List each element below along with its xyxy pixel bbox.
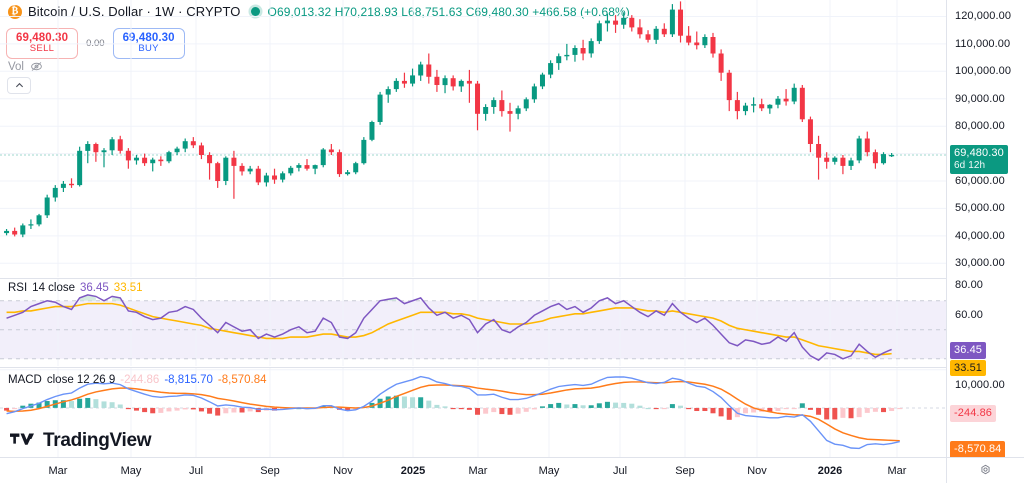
price-axis[interactable]: 120,000.00 110,000.00 100,000.00 90,000.00 8… <box>946 0 1024 469</box>
rsi-params: 14 close <box>32 282 76 294</box>
rsi-axis-label: 80.00 <box>955 279 984 292</box>
time-axis-label: Mar <box>468 465 488 477</box>
rsi-ma-value-tag[interactable]: 33.51 <box>950 359 987 377</box>
time-axis-label: Jul <box>188 465 204 477</box>
time-axis-label: Jul <box>612 465 628 477</box>
rsi-value: 36.45 <box>80 282 109 294</box>
macd-hist-value: -244.86 <box>120 374 160 386</box>
current-price-tag[interactable]: 69,480.30 6d 12h <box>950 145 1008 174</box>
time-axis-label: Mar <box>887 465 907 477</box>
price-axis-label: 120,000.00 <box>955 10 1012 23</box>
close-label: C <box>465 4 475 19</box>
time-axis[interactable]: Mar May Jul Sep Nov 2025 Mar May Jul Sep Nov 2026 Ma… <box>0 457 1024 483</box>
bar-countdown: 6d 12h <box>954 159 986 171</box>
gear-icon[interactable] <box>979 464 992 477</box>
eye-off-icon[interactable] <box>30 60 43 73</box>
low-label: L <box>401 4 408 19</box>
volume-legend[interactable]: Vol <box>8 60 43 73</box>
low-value: 68,751.63 <box>407 4 463 19</box>
collapse-pane-button[interactable] <box>7 77 31 94</box>
price-axis-label: 60,000.00 <box>955 175 1005 187</box>
close-value: 69,480.30 <box>474 4 529 19</box>
change-value: +466.58 (+0.68%) <box>532 4 630 19</box>
macd-signal-value: -8,570.84 <box>217 374 267 386</box>
time-axis-label: Nov <box>747 465 767 477</box>
time-axis-label: Sep <box>675 465 695 477</box>
time-axis-label: 2026 <box>817 465 843 477</box>
price-axis-label: 80,000.00 <box>955 120 1005 133</box>
symbol-legend[interactable]: ₿ Bitcoin / U.S. Dollar · 1W · CRYPTO O6… <box>8 4 630 19</box>
chart-settings-corner[interactable] <box>946 457 1024 483</box>
tradingview-mark-icon <box>10 433 34 445</box>
price-chart-pane[interactable] <box>0 0 946 277</box>
macd-axis-label: 10,000.00 <box>955 379 1005 391</box>
symbol-title[interactable]: Bitcoin / U.S. Dollar · 1W · CRYPTO <box>28 4 241 19</box>
rsi-legend[interactable]: RSI 14 close 36.45 33.51 <box>8 282 143 294</box>
time-axis-label: May <box>120 465 142 477</box>
price-axis-label: 90,000.00 <box>955 92 1005 105</box>
time-axis-label: 2025 <box>400 465 426 477</box>
macd-chart-pane[interactable] <box>0 367 946 457</box>
current-price-value: 69,480.30 <box>954 147 1004 159</box>
open-value: 69,013.32 <box>276 4 332 19</box>
price-axis-label: 40,000.00 <box>955 229 1005 242</box>
rsi-name: RSI <box>8 282 28 294</box>
price-axis-label: 30,000.00 <box>955 257 1005 270</box>
time-axis-label: Nov <box>333 465 353 477</box>
sell-price: 69,480.30 <box>16 32 69 44</box>
buy-price: 69,480.30 <box>122 32 175 44</box>
macd-hist-tag[interactable]: -244.86 <box>950 405 997 422</box>
macd-legend[interactable]: MACD close 12 26 9 -244.86 -8,815.70 -8,… <box>8 374 267 386</box>
macd-name: MACD <box>8 374 42 386</box>
volume-label: Vol <box>8 60 24 73</box>
time-axis-label: Sep <box>260 465 280 477</box>
macd-line-value: -8,815.70 <box>164 374 213 386</box>
rsi-value-tag[interactable]: 36.45 <box>950 342 987 360</box>
chevron-up-icon <box>15 82 23 88</box>
price-axis-label: 100,000.00 <box>955 65 1012 78</box>
buy-label: BUY <box>138 43 159 55</box>
rsi-axis-label: 60.00 <box>955 308 984 321</box>
high-label: H <box>334 4 344 19</box>
price-axis-label: 110,000.00 <box>955 37 1011 50</box>
ohlc-values: O69,013.32 H70,218.93 L68,751.63 C69,480… <box>268 5 630 19</box>
series-status-dot <box>250 7 260 16</box>
bitcoin-icon: ₿ <box>8 4 22 19</box>
rsi-ma-value: 33.51 <box>113 282 143 294</box>
tradingview-wordmark: TradingView <box>43 430 152 451</box>
open-label: O <box>267 4 277 19</box>
time-axis-label: May <box>538 465 560 477</box>
rsi-chart-pane[interactable] <box>0 278 946 366</box>
macd-params: close 12 26 9 <box>46 374 116 386</box>
sell-label: SELL <box>29 43 55 55</box>
time-axis-label: Mar <box>48 465 68 477</box>
macd-signal-tag[interactable]: -8,570.84 <box>950 441 1006 458</box>
price-axis-label: 50,000.00 <box>955 202 1005 215</box>
tradingview-logo: TradingView <box>10 430 152 452</box>
high-value: 70,218.93 <box>343 4 398 19</box>
